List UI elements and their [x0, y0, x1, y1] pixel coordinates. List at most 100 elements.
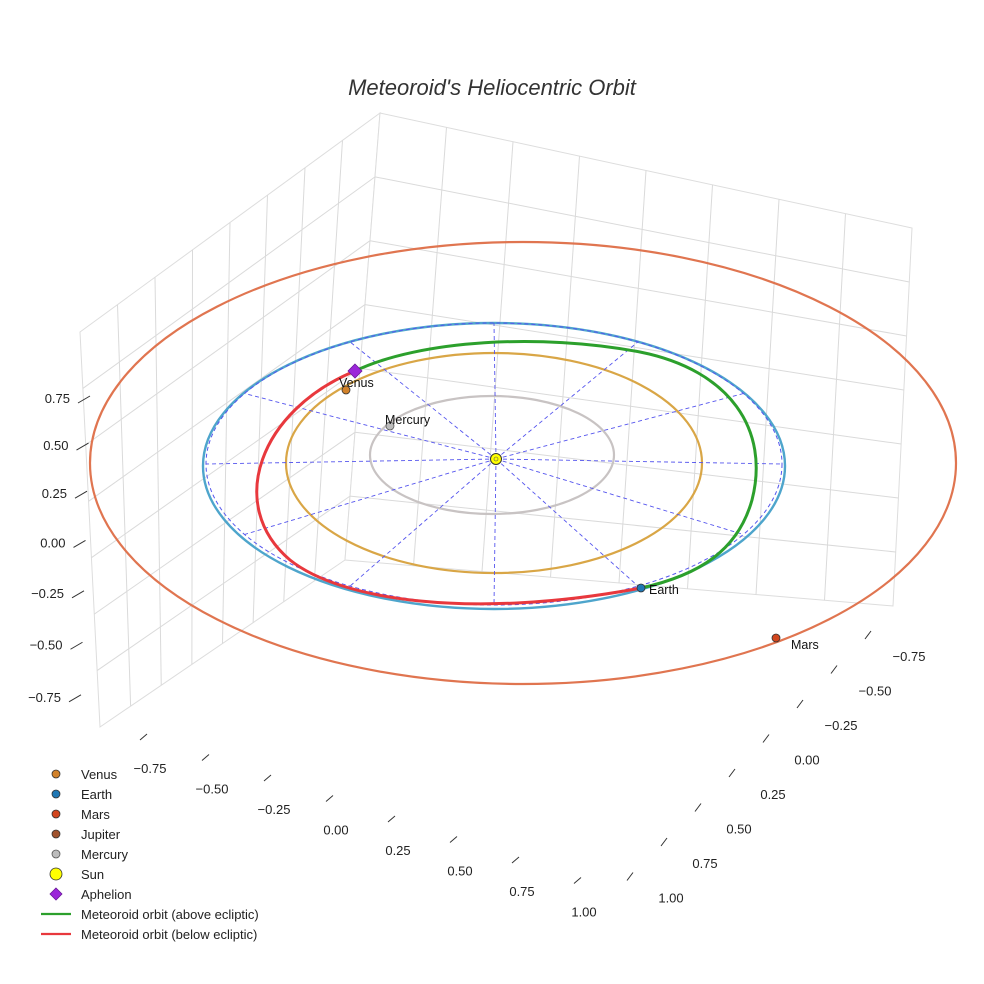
grid-line: [349, 495, 896, 553]
legend-aphelion-label: Aphelion: [81, 887, 132, 902]
mars-label: Mars: [791, 638, 819, 652]
venus-label: Venus: [339, 376, 374, 390]
grid-line: [85, 240, 371, 446]
y-tick-mark: [830, 665, 838, 674]
meteoroid-orbit: [205, 322, 783, 606]
grid-line: [96, 495, 351, 671]
z-tick-label: 0.00: [40, 535, 65, 550]
grid-line: [91, 368, 361, 559]
grid-line: [191, 249, 193, 665]
x-tick-mark: [201, 754, 210, 761]
meteoroid-guide-line: [495, 458, 639, 587]
mars-orbit: [88, 240, 958, 686]
y-tick-mark: [796, 699, 804, 709]
chart-title: Meteoroid's Heliocentric Orbit: [348, 75, 637, 100]
grid-line: [413, 127, 447, 566]
sun-core: [493, 456, 499, 462]
z-tick-label: −0.50: [30, 637, 63, 652]
x-axis-ticks: −0.75 −0.50 −0.25 0.00 0.25 0.50 0.75 1.00: [134, 733, 597, 920]
sun-marker: [490, 453, 502, 465]
grid-line: [354, 431, 899, 499]
legend-above-label: Meteoroid orbit (above ecliptic): [81, 907, 259, 922]
z-tick-label: 0.75: [45, 391, 70, 406]
z-tick-mark: [73, 540, 86, 548]
meteoroid-guide-line: [495, 341, 639, 460]
y-tick-label: −0.50: [859, 684, 892, 699]
legend-mercury-symbol: [51, 849, 61, 859]
x-tick-label: −0.50: [196, 782, 229, 797]
grid-line: [82, 176, 376, 389]
mercury-orbit: [368, 394, 616, 516]
grid-line: [222, 222, 231, 644]
meteoroid-guide-lines: [205, 322, 783, 606]
legend-venus-symbol: [51, 769, 61, 779]
mercury-marker: [385, 421, 395, 431]
x-tick-label: 0.75: [509, 884, 534, 899]
right-back-pane: [344, 112, 913, 607]
z-tick-label: −0.75: [28, 690, 61, 705]
aphelion-marker: [347, 363, 363, 379]
grid-line: [283, 167, 306, 602]
legend-jupiter-symbol: [51, 829, 61, 839]
z-tick-mark: [68, 694, 82, 703]
x-tick-label: 0.25: [385, 843, 410, 858]
legend-aphelion-symbol: [49, 887, 63, 901]
z-tick-label: 0.25: [42, 486, 67, 501]
grid-line: [374, 176, 910, 283]
legend-below-label: Meteoroid orbit (below ecliptic): [81, 927, 257, 942]
y-tick-label: −0.75: [893, 649, 926, 664]
legend-sun-label: Sun: [81, 867, 104, 882]
meteoroid-guide-line: [493, 458, 497, 606]
meteoroid-guide-line: [493, 322, 497, 460]
grid-line: [481, 141, 514, 572]
venus-marker: [341, 385, 351, 395]
y-tick-label: 0.25: [760, 787, 785, 802]
x-tick-label: −0.75: [134, 761, 167, 776]
grid-line: [252, 195, 268, 623]
meteoroid-guide-line: [495, 393, 744, 460]
y-tick-mark: [626, 872, 634, 881]
grid-line: [824, 213, 846, 601]
y-tick-label: 1.00: [658, 891, 683, 906]
x-tick-mark: [573, 877, 582, 884]
meteoroid-guide-line: [495, 458, 783, 465]
y-tick-mark: [660, 837, 668, 847]
x-tick-label: 0.50: [447, 864, 472, 879]
meteoroid-guide-line: [349, 458, 497, 587]
y-axis-ticks: −0.75 −0.50 −0.25 0.00 0.25 0.50 0.75 1.00: [626, 630, 926, 906]
y-tick-label: 0.75: [692, 856, 717, 871]
y-tick-label: 0.50: [726, 822, 751, 837]
grid-line: [369, 240, 907, 337]
mercury-label: Mercury: [385, 413, 431, 427]
meteoroid-guide-line: [244, 458, 497, 535]
grid-line: [618, 170, 647, 584]
meteoroid-guide-line: [244, 393, 497, 460]
x-tick-mark: [263, 774, 272, 782]
legend-earth-label: Earth: [81, 787, 112, 802]
earth-label: Earth: [649, 583, 679, 597]
meteoroid-guide-line: [205, 458, 497, 465]
mars-marker: [771, 633, 781, 643]
x-tick-mark: [449, 836, 458, 843]
y-tick-label: 0.00: [794, 753, 819, 768]
legend-venus-label: Venus: [81, 767, 118, 782]
legend-jupiter-label: Jupiter: [81, 827, 121, 842]
z-tick-mark: [74, 490, 88, 499]
earth-marker: [636, 583, 646, 593]
left-back-pane: [79, 111, 381, 728]
y-tick-mark: [762, 734, 770, 743]
x-tick-mark: [325, 795, 334, 802]
y-tick-mark: [694, 803, 702, 812]
y-tick-label: −0.25: [825, 718, 858, 733]
legend-mars-symbol: [51, 809, 61, 819]
z-tick-mark: [77, 395, 91, 404]
grid-line: [755, 199, 780, 595]
grid-line: [313, 140, 343, 581]
z-axis-ticks: 0.75 0.50 0.25 0.00 −0.25 −0.50 −0.75: [28, 391, 91, 705]
grid-line: [359, 367, 902, 445]
legend: Venus Earth Mars Jupiter Mercury Sun Aph…: [41, 767, 259, 942]
legend-earth-symbol: [51, 789, 61, 799]
y-tick-mark: [864, 630, 872, 640]
grid-line: [687, 184, 713, 589]
